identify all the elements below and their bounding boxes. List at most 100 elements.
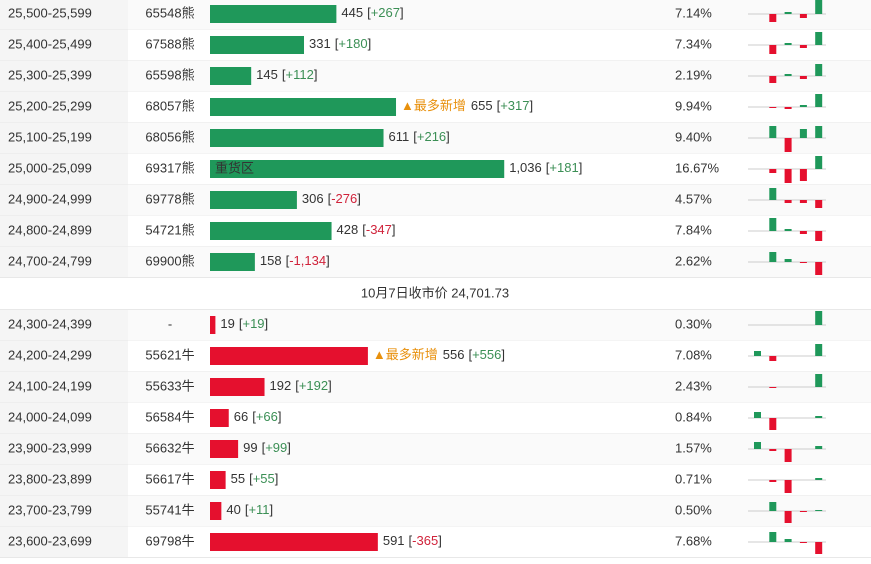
count: 445: [341, 5, 363, 20]
bar: [210, 316, 216, 334]
row-bg: [0, 371, 871, 403]
divider-text: 10月7日收市价 24,701.73: [361, 285, 509, 300]
pct: 9.94%: [675, 98, 712, 113]
note: ▲最多新增: [401, 98, 466, 113]
bar: [210, 347, 368, 365]
trend-bar: [784, 229, 792, 231]
code: 56617牛: [145, 471, 194, 486]
count: 556: [443, 347, 465, 362]
count: 158: [260, 253, 282, 268]
bar: [210, 191, 297, 209]
trend-bar: [815, 446, 823, 449]
code: 55741牛: [145, 502, 194, 517]
change: +99: [265, 440, 287, 455]
range-cell: [0, 433, 128, 465]
count: 1,036: [509, 160, 542, 175]
trend-bar: [784, 107, 792, 109]
bar-label: ▲最多新增 655 [+317]: [401, 98, 533, 113]
range: 25,100-25,199: [8, 129, 92, 144]
change: +112: [286, 67, 314, 82]
trend-bar: [815, 510, 823, 511]
row-bg: [0, 91, 871, 123]
trend-bar: [815, 126, 823, 138]
trend-bar: [769, 532, 777, 542]
range: 24,300-24,399: [8, 316, 92, 331]
bracket: ]: [265, 316, 269, 331]
bracket: ]: [501, 347, 505, 362]
trend-bar: [769, 356, 777, 361]
bar-label: 306 [-276]: [302, 191, 361, 206]
range: 23,600-23,699: [8, 533, 92, 548]
trend-bar: [815, 32, 823, 45]
bar-label: 331 [+180]: [309, 36, 371, 51]
pct: 1.57%: [675, 440, 712, 455]
range: 25,500-25,599: [8, 5, 92, 20]
bar-label: 66 [+66]: [234, 409, 282, 424]
bracket: ]: [400, 5, 404, 20]
range-cell: [0, 246, 128, 278]
change: +317: [500, 98, 529, 113]
count: 428: [337, 222, 359, 237]
pct: 2.43%: [675, 378, 712, 393]
trend-bar: [815, 262, 823, 275]
pct: 2.62%: [675, 253, 712, 268]
range-cell: [0, 371, 128, 403]
trend-bar: [784, 138, 792, 152]
bracket: ]: [314, 67, 318, 82]
bracket: ]: [270, 502, 274, 517]
bar: [210, 253, 255, 271]
trend-bar: [784, 74, 792, 76]
range-cell: [0, 60, 128, 92]
bracket: ]: [438, 533, 442, 548]
change: +556: [472, 347, 501, 362]
pct: 0.50%: [675, 502, 712, 517]
bar-label: 145 [+112]: [256, 67, 317, 82]
bar: [210, 502, 222, 520]
bracket: ]: [275, 471, 279, 486]
count: 591: [383, 533, 405, 548]
trend-bar: [799, 76, 807, 79]
pct: 16.67%: [675, 160, 720, 175]
range-cell: [0, 91, 128, 123]
bar: [210, 36, 305, 54]
trend-bar: [784, 43, 792, 45]
bracket: [: [367, 5, 371, 20]
bar-label: ▲最多新增 556 [+556]: [373, 347, 505, 362]
trend-bar: [815, 542, 823, 554]
bar-label: 99 [+99]: [243, 440, 291, 455]
row-bg: [0, 495, 871, 527]
row-bg: [0, 402, 871, 434]
bar-label: 19 [+19]: [220, 316, 268, 331]
bracket: [: [245, 502, 249, 517]
pct: 7.34%: [675, 36, 712, 51]
range-cell: [0, 526, 128, 558]
count: 19: [220, 316, 234, 331]
trend-bar: [815, 94, 823, 107]
bracket: [: [335, 36, 339, 51]
change: +55: [253, 471, 275, 486]
change: +216: [417, 129, 446, 144]
bracket: [: [362, 222, 366, 237]
bar: [210, 5, 337, 23]
pct: 7.14%: [675, 5, 712, 20]
pct: 0.30%: [675, 316, 712, 331]
code: -: [168, 316, 172, 331]
bar-label: 192 [+192]: [270, 378, 332, 393]
trend-bar: [799, 262, 807, 263]
bar-label: 591 [-365]: [383, 533, 442, 548]
range: 24,200-24,299: [8, 347, 92, 362]
code: 65548熊: [145, 5, 194, 20]
bracket: ]: [368, 36, 372, 51]
trend-bar: [769, 252, 777, 262]
count: 145: [256, 67, 278, 82]
range: 25,300-25,399: [8, 67, 92, 82]
bar: [210, 533, 378, 551]
bar-label: 40 [+11]: [226, 502, 273, 517]
trend-bar: [815, 374, 823, 387]
range: 25,400-25,499: [8, 36, 92, 51]
pct: 0.84%: [675, 409, 712, 424]
pct: 7.84%: [675, 222, 712, 237]
change: +267: [371, 5, 400, 20]
bracket: [: [546, 160, 550, 175]
